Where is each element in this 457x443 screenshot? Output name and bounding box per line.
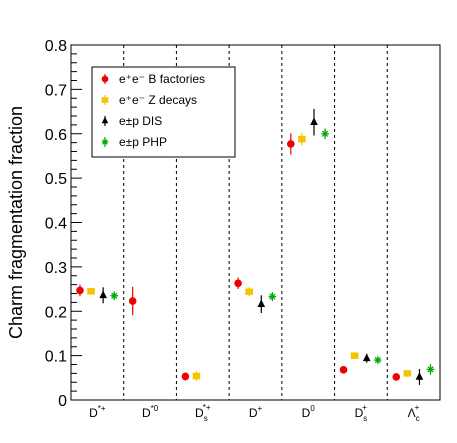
y-tick-label: 0.8 <box>45 38 67 55</box>
y-tick-label: 0.2 <box>45 304 67 321</box>
circle-marker <box>76 286 84 295</box>
data-point <box>321 128 329 140</box>
data-marks <box>76 108 435 385</box>
legend-entry: e⁺e⁻ Z decays <box>119 93 197 107</box>
data-point <box>268 292 277 302</box>
circle-marker <box>339 366 348 374</box>
star-stroke <box>427 366 434 373</box>
square-marker <box>101 97 109 103</box>
data-point <box>415 368 424 385</box>
square-marker <box>350 352 359 359</box>
data-point <box>287 133 295 155</box>
data-point <box>373 356 382 364</box>
category-label: D*+ <box>89 404 106 420</box>
square-marker <box>245 288 253 295</box>
triangle-marker <box>101 116 109 124</box>
y-tick-label: 0.3 <box>45 260 67 277</box>
data-point <box>192 371 201 381</box>
star-marker <box>268 292 277 301</box>
y-tick-label: 0.4 <box>45 216 67 233</box>
circle-marker <box>128 297 137 305</box>
data-point <box>110 291 119 301</box>
data-point <box>87 288 95 295</box>
legend-entry: e⁺e⁻ B factories <box>119 72 205 86</box>
y-tick-label: 0.1 <box>45 349 67 366</box>
circle-marker <box>287 140 295 148</box>
category-label: D0 <box>302 404 316 420</box>
category-separators <box>123 45 388 400</box>
legend-item: e⁺e⁻ B factories <box>101 72 205 86</box>
data-point <box>426 364 435 375</box>
triangle-marker <box>415 372 424 380</box>
legend-box <box>91 66 236 158</box>
data-point <box>245 287 253 297</box>
data-point <box>99 287 107 304</box>
category-label: Ds*+ <box>195 403 211 423</box>
data-point <box>257 295 266 314</box>
triangle-marker <box>310 117 318 126</box>
star-marker <box>110 291 119 300</box>
square-marker <box>87 288 95 295</box>
triangle-marker <box>257 299 266 307</box>
circle-marker <box>234 279 242 288</box>
star-marker <box>101 138 109 146</box>
y-axis: 0 0.1 0.2 0.3 0.4 0.5 0.6 0.7 0.8 <box>45 38 82 410</box>
square-marker <box>298 135 306 143</box>
circle-marker <box>392 373 401 381</box>
data-point <box>362 353 371 363</box>
star-stroke <box>321 130 329 137</box>
legend-entry: e±p PHP <box>119 135 167 149</box>
square-marker <box>403 370 412 377</box>
data-point <box>234 277 242 290</box>
category-label: Ds+ <box>355 403 368 423</box>
y-tick-label: 0.7 <box>45 82 67 99</box>
star-marker <box>321 129 329 138</box>
y-tick-label: 0.6 <box>45 127 67 144</box>
circle-marker <box>101 75 109 83</box>
category-label: D*0 <box>142 404 159 420</box>
star-stroke <box>102 139 108 145</box>
legend-entry: e±p DIS <box>119 114 162 128</box>
star-stroke <box>111 292 118 299</box>
data-point <box>181 372 190 381</box>
data-point <box>403 370 412 377</box>
x-axis: D*+ D*0 Ds*+ D+ D0 Ds+ Λc+ <box>89 403 420 423</box>
star-stroke <box>374 356 381 364</box>
data-point <box>339 366 348 374</box>
data-point <box>76 284 84 297</box>
category-label: Λc+ <box>408 403 420 423</box>
category-label: D+ <box>249 404 263 420</box>
star-stroke <box>269 293 276 300</box>
legend-item: e±p PHP <box>101 135 167 149</box>
legend-item: e±p DIS <box>101 114 162 128</box>
data-point <box>350 352 359 359</box>
legend: e⁺e⁻ B factories e⁺e⁻ Z decays e±p DIS e±p … <box>91 66 236 158</box>
star-marker <box>373 356 382 364</box>
data-point <box>298 132 306 146</box>
legend-item: e⁺e⁻ Z decays <box>101 93 197 107</box>
triangle-marker <box>362 353 371 362</box>
y-axis-label: Charm fragmentation fraction <box>6 106 26 339</box>
y-tick-label: 0.5 <box>45 171 67 188</box>
star-marker <box>426 365 435 374</box>
data-point <box>310 108 318 136</box>
square-marker <box>192 372 201 380</box>
circle-marker <box>181 372 190 381</box>
triangle-marker <box>99 290 107 299</box>
y-tick-label: 0 <box>58 393 67 410</box>
data-point <box>128 286 137 316</box>
data-point <box>392 373 401 381</box>
